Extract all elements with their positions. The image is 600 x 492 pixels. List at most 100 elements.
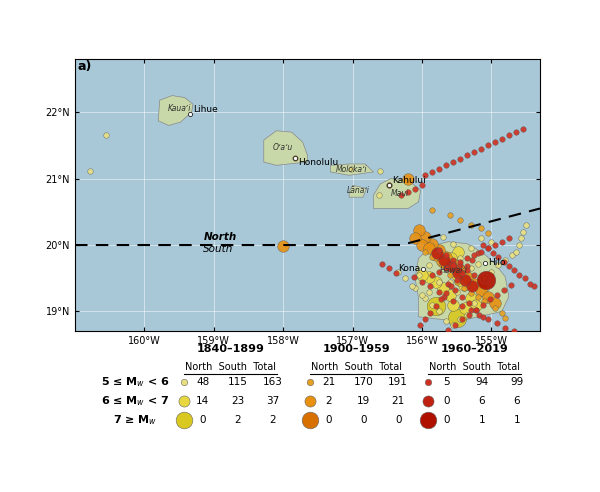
- Text: Lihue: Lihue: [193, 104, 218, 114]
- Point: [483, 142, 493, 150]
- Point: [438, 233, 448, 241]
- Point: [414, 271, 424, 279]
- Point: [476, 145, 486, 153]
- Point: [421, 315, 430, 323]
- Point: [508, 251, 517, 259]
- Point: [521, 221, 531, 229]
- Point: [492, 291, 502, 299]
- Text: 94: 94: [475, 377, 488, 387]
- Text: 2: 2: [235, 415, 241, 426]
- Text: 7 ≥ M$_w$: 7 ≥ M$_w$: [113, 413, 158, 427]
- Point: [448, 240, 458, 247]
- Point: [393, 268, 403, 276]
- Point: [518, 228, 527, 236]
- Text: Kona: Kona: [398, 264, 420, 274]
- Point: [483, 315, 493, 323]
- Point: [483, 245, 493, 252]
- Point: [448, 298, 458, 306]
- Point: [466, 289, 475, 297]
- Text: 1840–1899: 1840–1899: [197, 343, 265, 354]
- Text: 19: 19: [356, 396, 370, 406]
- Point: [442, 161, 451, 169]
- Text: 0: 0: [200, 415, 206, 426]
- Point: [417, 271, 427, 279]
- Point: [431, 248, 440, 256]
- Point: [410, 235, 420, 243]
- Point: [454, 248, 463, 256]
- Point: [463, 273, 472, 281]
- Point: [428, 253, 437, 261]
- Point: [452, 271, 461, 279]
- Point: [346, 165, 356, 173]
- Point: [466, 294, 475, 302]
- Point: [431, 302, 440, 310]
- Point: [457, 315, 467, 323]
- Text: 99: 99: [510, 377, 523, 387]
- Point: [448, 260, 458, 268]
- Point: [463, 254, 472, 262]
- Text: North  South  Total: North South Total: [430, 362, 520, 372]
- Text: 0: 0: [444, 415, 450, 426]
- Point: [490, 300, 500, 308]
- Point: [434, 246, 444, 254]
- Point: [452, 288, 461, 296]
- Point: [469, 148, 479, 156]
- Point: [455, 261, 465, 269]
- Point: [439, 293, 449, 301]
- Text: 23: 23: [231, 396, 244, 406]
- Point: [442, 253, 451, 261]
- Point: [414, 226, 424, 234]
- Point: [476, 248, 486, 256]
- Text: 2: 2: [269, 415, 276, 426]
- Point: [455, 216, 465, 224]
- Point: [500, 256, 510, 264]
- Point: [459, 281, 469, 289]
- Point: [511, 248, 521, 256]
- Point: [504, 262, 514, 270]
- Point: [85, 167, 95, 175]
- Text: South: South: [203, 244, 234, 254]
- Point: [445, 291, 455, 299]
- Point: [511, 128, 521, 136]
- Point: [476, 224, 486, 232]
- Point: [290, 154, 300, 162]
- Point: [425, 282, 435, 290]
- Point: [442, 317, 451, 325]
- Point: [467, 256, 477, 264]
- Point: [442, 251, 451, 259]
- Point: [437, 331, 446, 338]
- Point: [487, 268, 496, 276]
- Point: [434, 268, 444, 276]
- Point: [463, 311, 472, 319]
- Text: 1900–1959: 1900–1959: [323, 343, 390, 354]
- Point: [455, 315, 465, 323]
- Point: [497, 309, 506, 317]
- Point: [499, 286, 509, 294]
- Point: [479, 275, 489, 282]
- Point: [454, 269, 463, 277]
- Point: [445, 277, 455, 285]
- Point: [497, 135, 506, 143]
- Point: [417, 241, 427, 249]
- Text: Kahului: Kahului: [392, 176, 426, 185]
- Point: [385, 182, 394, 189]
- Point: [479, 298, 489, 306]
- Point: [460, 276, 470, 283]
- Point: [497, 238, 506, 246]
- Point: [434, 165, 444, 173]
- Point: [448, 256, 458, 264]
- Text: 0: 0: [395, 415, 401, 426]
- Point: [483, 229, 493, 237]
- Point: [430, 334, 439, 342]
- Point: [504, 235, 514, 243]
- Point: [488, 249, 497, 257]
- Point: [451, 321, 460, 329]
- Point: [455, 276, 465, 283]
- Text: 14: 14: [196, 396, 209, 406]
- Point: [463, 266, 472, 274]
- Point: [490, 304, 500, 312]
- Point: [431, 277, 440, 285]
- Point: [438, 284, 448, 292]
- Point: [485, 296, 495, 304]
- Point: [424, 273, 434, 281]
